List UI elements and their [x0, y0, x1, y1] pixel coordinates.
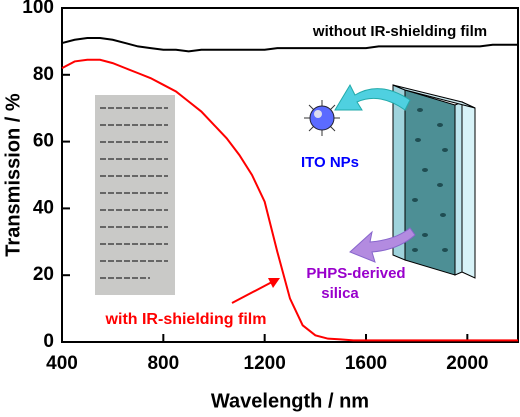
x-tick-label: 1200	[244, 353, 286, 374]
x-tick-label: 400	[46, 353, 78, 374]
y-tick-label: 20	[33, 264, 54, 285]
series-label: without IR-shielding film	[312, 23, 487, 40]
x-tick-label: 800	[147, 353, 179, 374]
y-tick-label: 40	[33, 197, 54, 218]
series-label: with IR-shielding film	[105, 311, 267, 328]
plot-frame	[61, 7, 519, 343]
x-tick-label: 2000	[446, 353, 488, 374]
film-diagram	[231, 83, 476, 304]
x-axis-title: Wavelength / nm	[211, 390, 369, 412]
y-axis-title: Transmission / %	[2, 93, 24, 257]
y-tick-label: 0	[43, 331, 54, 352]
annotation: ITO NPs	[301, 154, 359, 171]
annotation: PHPS-derived	[306, 265, 405, 282]
series-line	[61, 58, 518, 342]
inset-photo	[95, 95, 175, 295]
annotation: silica	[321, 285, 359, 302]
y-tick-label: 60	[33, 131, 54, 152]
y-tick-label: 100	[22, 0, 54, 18]
y-tick-label: 80	[33, 64, 54, 85]
series-line	[61, 37, 518, 53]
x-tick-label: 1600	[345, 353, 387, 374]
